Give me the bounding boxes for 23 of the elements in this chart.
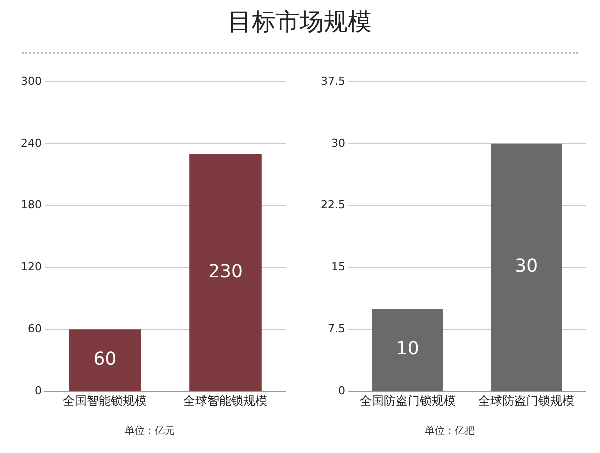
x-tick-label: 全球智能锁规模 <box>184 394 268 408</box>
y-tick-label: 240 <box>20 136 42 150</box>
data-label: 10 <box>396 338 420 360</box>
x-tick-label: 全国智能锁规模 <box>63 394 148 408</box>
y-tick-label: 37.5 <box>320 74 346 88</box>
y-tick-label: 0 <box>34 384 42 398</box>
y-tick-label: 7.5 <box>328 322 346 336</box>
y-tick-label: 0 <box>338 384 346 398</box>
y-tick-label: 60 <box>28 322 42 336</box>
text: 单位：亿元 <box>124 424 176 438</box>
text: 单位：亿把 <box>424 424 476 438</box>
y-tick-label: 15 <box>331 260 346 274</box>
y-tick-label: 180 <box>20 198 42 212</box>
x-tick-label: 全球防盗门锁规模 <box>478 394 575 408</box>
data-label: 230 <box>208 261 243 282</box>
x-tick-label: 全国防盗门锁规模 <box>360 394 456 408</box>
data-label: 60 <box>94 349 117 370</box>
data-label: 30 <box>515 256 538 278</box>
chart-title: 目标市场规模 <box>227 7 373 38</box>
y-tick-label: 30 <box>331 136 346 150</box>
y-tick-label: 300 <box>20 74 42 88</box>
y-tick-label: 22.5 <box>320 198 346 212</box>
y-tick-label: 120 <box>20 260 42 274</box>
